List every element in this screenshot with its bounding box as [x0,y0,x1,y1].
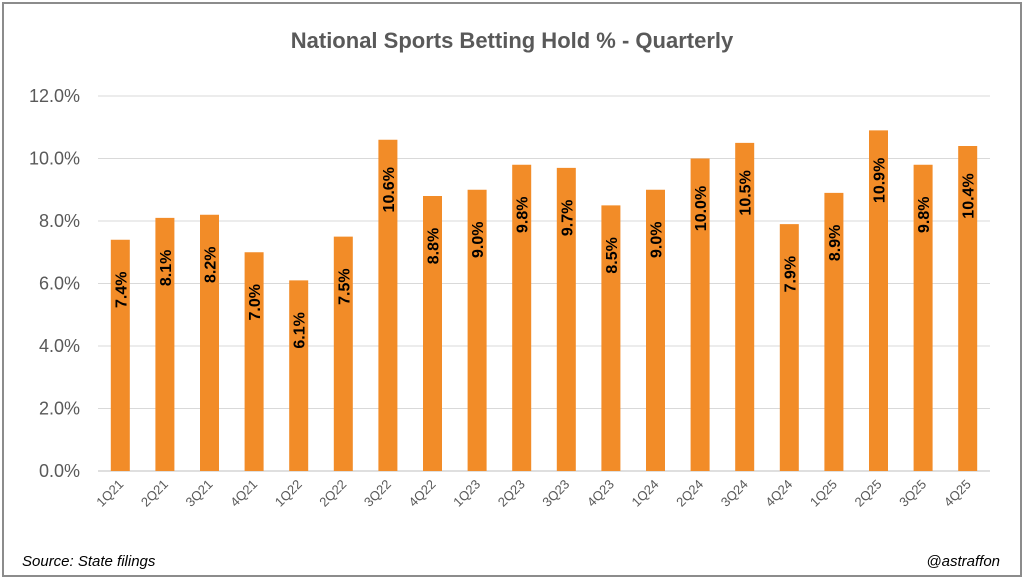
bar [512,164,532,471]
data-label: 10.5% [738,170,755,215]
data-label: 6.1% [292,312,309,348]
bar [690,158,710,471]
bar [289,280,309,471]
bar [333,236,353,471]
bar [200,214,219,471]
x-tick-label: 1Q23 [450,477,483,510]
x-tick-label: 3Q24 [718,477,751,510]
gridlines [98,95,990,472]
data-label: 8.9% [827,225,844,261]
x-tick-label: 4Q21 [227,477,260,510]
y-tick-label: 10.0% [29,149,80,169]
x-tick-label: 2Q23 [495,477,528,510]
x-tick-label: 2Q21 [138,477,171,510]
y-tick-label: 8.0% [39,211,80,231]
data-label: 10.6% [381,167,398,212]
bar [244,252,264,471]
author-credit: @astraffon [926,553,1000,570]
x-tick-label: 4Q23 [584,477,617,510]
data-label: 7.0% [247,284,264,320]
y-tick-label: 12.0% [29,86,80,106]
data-label: 7.4% [113,272,130,308]
data-label: 10.0% [693,186,710,231]
data-label: 8.5% [604,237,621,273]
bar [913,164,933,471]
bar [869,130,888,471]
bar [779,224,799,471]
x-tick-label: 4Q22 [406,477,439,510]
chart-title: National Sports Betting Hold % - Quarter… [290,28,734,53]
bar [646,189,665,471]
y-tick-label: 4.0% [39,336,80,356]
x-axis-ticks: 1Q21 2Q21 3Q21 4Q21 1Q22 2Q22 3Q22 4Q22 1Q23 2Q23… [93,477,974,510]
x-tick-label: 2Q24 [673,477,706,510]
bar [155,217,175,471]
x-tick-label: 1Q25 [807,477,840,510]
bar [601,205,621,471]
x-tick-label: 3Q25 [896,477,929,510]
x-tick-label: 4Q25 [941,477,974,510]
data-label: 9.0% [470,222,487,258]
data-labels: 7.4% 8.1% 8.2% 7.0% 6.1% 7.5% 10.6% 8.8% 9.0% 9.8… [113,158,977,349]
x-tick-label: 2Q22 [316,477,349,510]
bar [378,139,398,471]
x-tick-label: 1Q22 [272,477,305,510]
x-tick-label: 1Q24 [629,477,662,510]
bar [735,142,755,471]
data-label: 9.0% [649,222,666,258]
y-tick-label: 6.0% [39,274,80,294]
data-label: 7.5% [336,268,353,304]
x-tick-label: 1Q21 [93,477,126,510]
data-label: 7.9% [782,256,799,292]
y-axis-ticks: 0.0% 2.0% 4.0% 6.0% 8.0% 10.0% 12.0% [29,86,80,481]
data-label: 9.8% [916,197,933,233]
x-tick-label: 4Q24 [762,477,795,510]
data-label: 9.7% [559,200,576,236]
bars [110,130,978,471]
data-label: 10.4% [961,173,978,218]
x-tick-label: 2Q25 [852,477,885,510]
y-tick-label: 0.0% [39,461,80,481]
x-tick-label: 3Q22 [361,477,394,510]
bar [824,192,844,471]
bar [423,196,442,471]
bar [467,189,487,471]
bar [556,167,576,471]
data-label: 8.8% [426,228,443,264]
x-tick-label: 3Q21 [183,477,216,510]
bar [958,146,978,471]
y-tick-label: 2.0% [39,399,80,419]
data-label: 10.9% [872,158,889,203]
bar [110,239,130,471]
source-note: Source: State filings [22,553,156,570]
x-tick-label: 3Q23 [539,477,572,510]
data-label: 8.2% [203,247,220,283]
data-label: 8.1% [158,250,175,286]
data-label: 9.8% [515,197,532,233]
